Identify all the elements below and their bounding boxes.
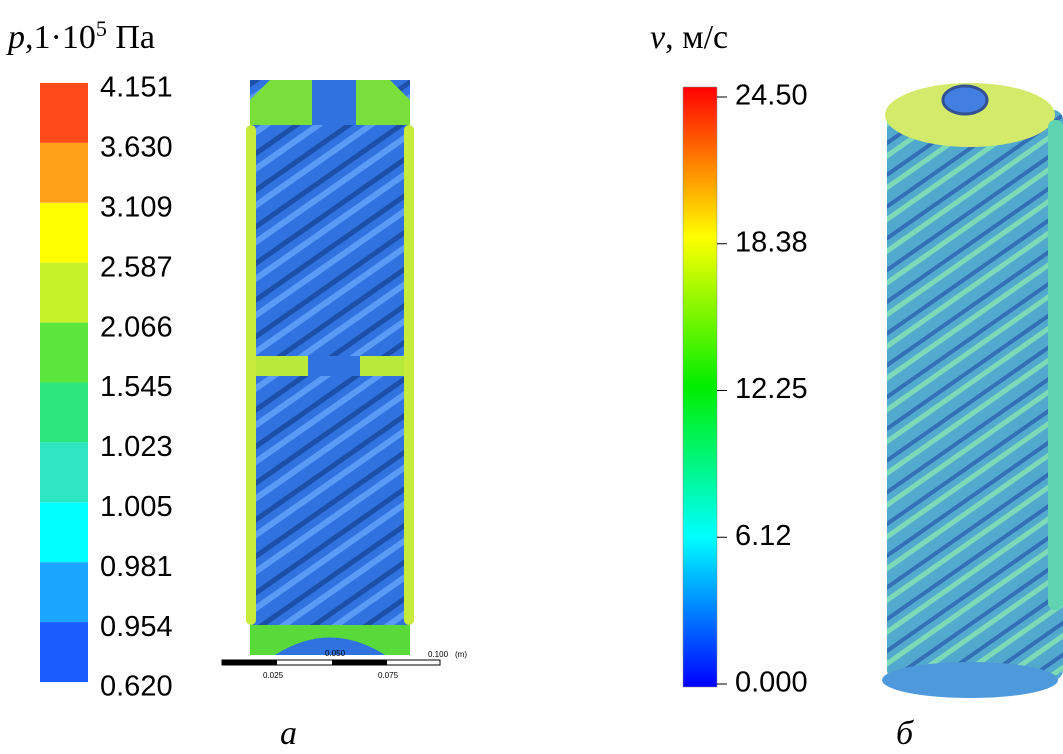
legend-band: [40, 562, 88, 623]
legend-label: 1.023: [100, 431, 173, 463]
legend-band: [40, 502, 88, 563]
legend-label: 18.38: [735, 226, 808, 258]
legend-label: 3.109: [100, 191, 173, 223]
legend-label: 2.066: [100, 311, 173, 343]
thread-edges: [1048, 120, 1063, 610]
legend-label: 1.545: [100, 371, 173, 403]
legend-band: [40, 382, 88, 443]
top-hole: [312, 80, 356, 125]
legend-title: p,1·105 Па: [6, 16, 155, 56]
legend-label: 12.25: [735, 373, 808, 405]
legend-band: [40, 202, 88, 263]
legend-label: 6.12: [735, 520, 791, 552]
legend-label: 3.630: [100, 132, 173, 164]
top-hole: [941, 84, 989, 116]
legend-label: 4.151: [100, 72, 173, 104]
scale-label: 0.100: [428, 650, 449, 659]
title-unit: Па: [107, 19, 155, 56]
legend-label: 1.005: [100, 491, 173, 523]
screw-model-velocity: [882, 83, 1063, 698]
legend-label: 0.000: [735, 667, 808, 699]
caption: а: [280, 715, 297, 752]
legend-label: 2.587: [100, 251, 173, 283]
screw-body: [887, 110, 1063, 680]
title-symbol: v: [650, 19, 666, 56]
legend-band: [40, 442, 88, 503]
title-unit: , м/с: [665, 19, 728, 56]
pressure-legend: 4.151 3.630 3.109 2.587 2.066 1.545 1.023 1.005…: [40, 72, 173, 703]
title-text: ,1·10: [25, 19, 96, 56]
scale-label: 0.025: [263, 671, 284, 680]
legend-band: [40, 142, 88, 203]
legend-band: [40, 83, 88, 143]
scale-label: 0.075: [378, 671, 399, 680]
middle-gap: [308, 356, 360, 376]
scale-bar: 0.050 0.100 (m) 0.025 0.075: [221, 649, 467, 680]
legend-band: [40, 322, 88, 383]
legend-band: [40, 262, 88, 323]
velocity-legend: 24.50 18.38 12.25 6.12 0.000: [717, 80, 808, 699]
legend-label: 24.50: [735, 80, 808, 112]
title-exponent: 5: [96, 16, 107, 41]
legend-label: 0.981: [100, 551, 173, 583]
velocity-colorbar: [682, 86, 718, 688]
scale-label: 0.050: [325, 649, 346, 658]
screw-model-pressure: 0.050 0.100 (m) 0.025 0.075: [221, 80, 467, 680]
legend-label: 0.620: [100, 671, 173, 703]
legend-band: [40, 622, 88, 682]
legend-title: v, м/с: [650, 19, 728, 56]
scale-label: (m): [455, 650, 467, 659]
thread-edges: [246, 125, 414, 625]
bottom-base: [275, 637, 385, 655]
bottom-base: [882, 662, 1058, 698]
title-symbol: p: [6, 19, 25, 56]
caption: б: [896, 715, 915, 752]
legend-label: 0.954: [100, 611, 173, 643]
